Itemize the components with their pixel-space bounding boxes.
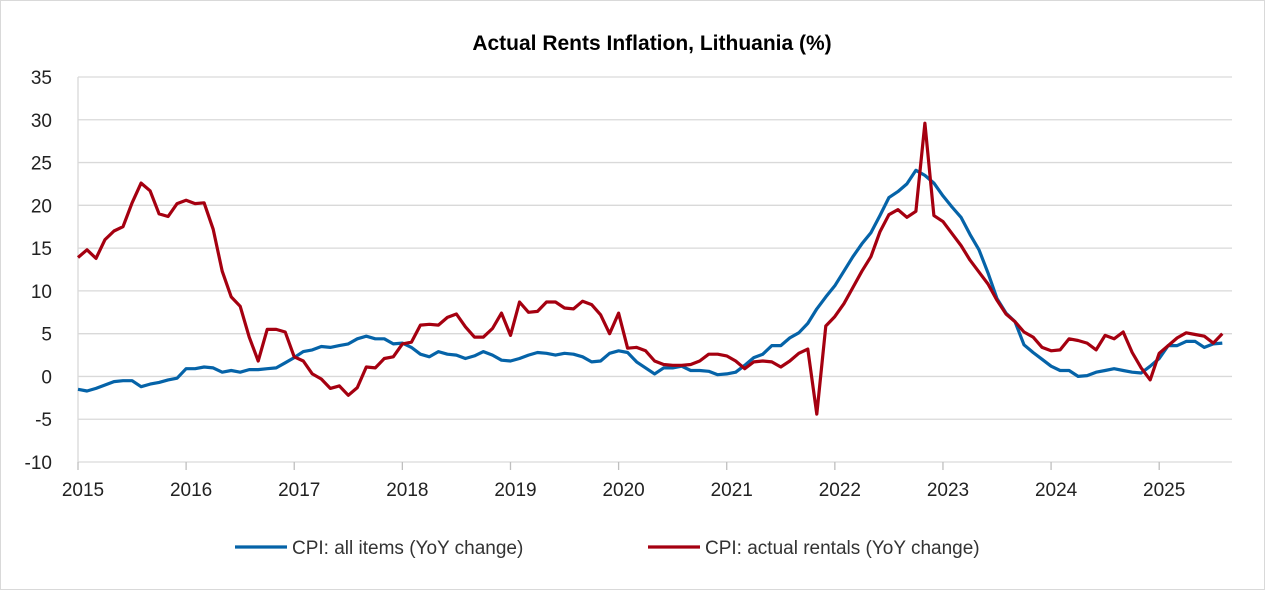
legend-label: CPI: actual rentals (YoY change) bbox=[705, 538, 980, 559]
y-tick-label: 0 bbox=[41, 367, 52, 388]
legend: CPI: all items (YoY change) CPI: actual r… bbox=[235, 538, 980, 559]
legend-label: CPI: all items (YoY change) bbox=[292, 538, 523, 559]
y-tick-label: 5 bbox=[41, 325, 52, 346]
x-tick-label: 2017 bbox=[278, 480, 320, 501]
x-tick-label: 2023 bbox=[927, 480, 969, 501]
series-lines bbox=[76, 121, 1224, 416]
series-line-cpi-actual-rentals bbox=[76, 121, 1224, 416]
x-tick-label: 2022 bbox=[819, 480, 861, 501]
x-tick-label: 2024 bbox=[1035, 480, 1078, 501]
y-tick-label: -5 bbox=[35, 410, 52, 431]
x-tick-label: 2016 bbox=[170, 480, 212, 501]
y-tick-label: -10 bbox=[25, 453, 52, 474]
gridlines bbox=[77, 76, 1232, 463]
y-tick-label: 20 bbox=[31, 196, 52, 217]
y-tick-label: 25 bbox=[31, 154, 52, 175]
x-tick-label: 2015 bbox=[62, 480, 104, 501]
x-tick-label: 2025 bbox=[1143, 480, 1185, 501]
x-tick-label: 2020 bbox=[602, 480, 644, 501]
chart-title: Actual Rents Inflation, Lithuania (%) bbox=[472, 32, 831, 55]
x-axis-ticks: 2015 2016 2017 2018 2019 2020 2021 2022 2023 2024… bbox=[62, 462, 1185, 501]
y-tick-label: 15 bbox=[31, 239, 52, 260]
y-tick-label: 35 bbox=[31, 68, 52, 89]
y-axis-ticks: -10 -5 0 5 10 15 20 25 30 35 bbox=[25, 68, 52, 474]
x-tick-label: 2018 bbox=[386, 480, 428, 501]
x-tick-label: 2019 bbox=[494, 480, 536, 501]
x-tick-label: 2021 bbox=[711, 480, 753, 501]
series-line-cpi-all-items bbox=[77, 168, 1223, 393]
y-tick-label: 10 bbox=[31, 282, 52, 303]
y-tick-label: 30 bbox=[31, 111, 52, 132]
